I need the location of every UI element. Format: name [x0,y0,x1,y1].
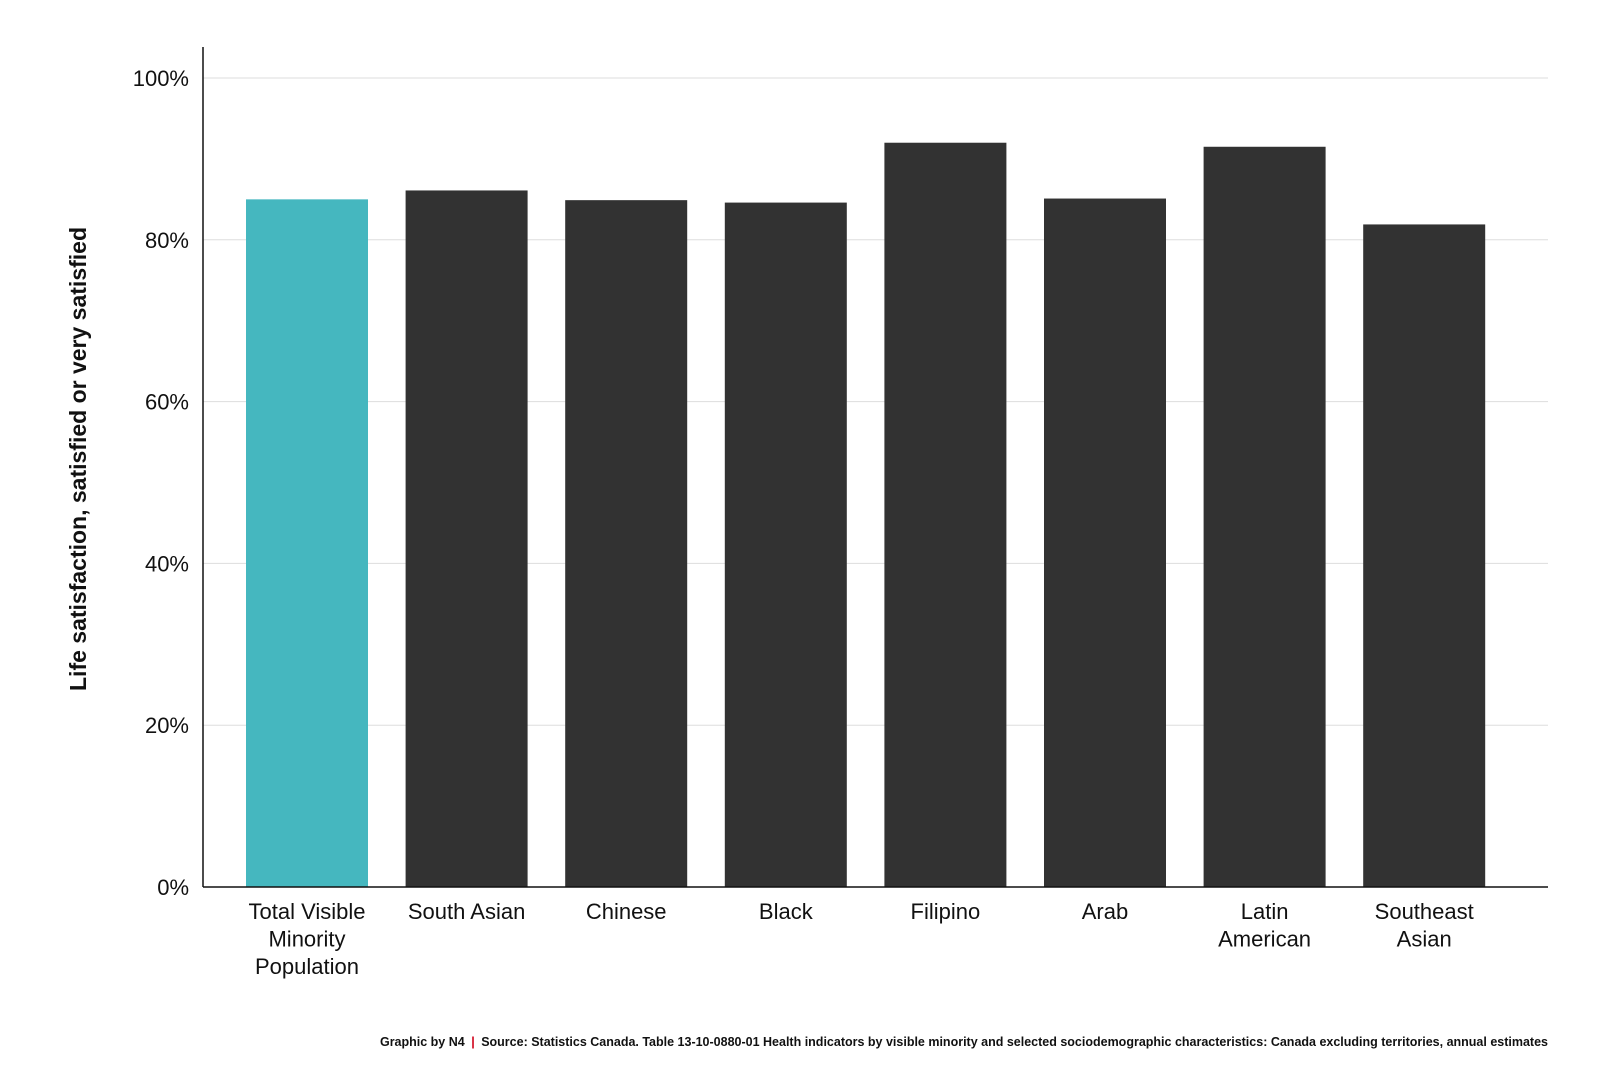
bar [1203,146,1326,887]
x-tick-label: Latin American [1218,899,1311,952]
bar [1044,198,1166,887]
bar [724,202,847,887]
y-axis-label: Life satisfaction, satisfied or very sat… [65,227,91,691]
bar [1363,224,1486,887]
bars [246,142,1486,888]
bar [565,200,688,887]
footer-source: Source: Statistics Canada. Table 13-10-0… [481,1035,1548,1049]
bar [405,190,528,888]
x-tick-label: Total Visible Minority Population [249,899,366,979]
y-tick-labels: 0% 20% 40% 60% 80% 100% [133,66,189,900]
x-tick-label: Black [759,899,814,924]
bar [246,199,368,888]
y-tick-label: 0% [157,875,189,900]
y-tick-label: 40% [145,551,189,576]
grid-lines [203,77,1548,726]
x-tick-labels: Total Visible Minority Population South Asi… [249,899,1474,979]
axes [202,47,1548,888]
bar [884,142,1007,888]
x-tick-label: Filipino [911,899,981,924]
chart-footer: Graphic by N4 | Source: Statistics Canad… [380,1035,1548,1049]
x-tick-label: Southeast Asian [1375,899,1474,952]
x-tick-label: South Asian [408,899,525,924]
y-tick-label: 80% [145,228,189,253]
y-tick-label: 60% [145,390,189,415]
y-tick-label: 20% [145,713,189,738]
x-tick-label: Chinese [586,899,667,924]
footer-separator: | [471,1035,475,1049]
y-tick-label: 100% [133,66,189,91]
x-tick-label: Arab [1082,899,1128,924]
footer-credit: Graphic by N4 [379,1035,465,1049]
